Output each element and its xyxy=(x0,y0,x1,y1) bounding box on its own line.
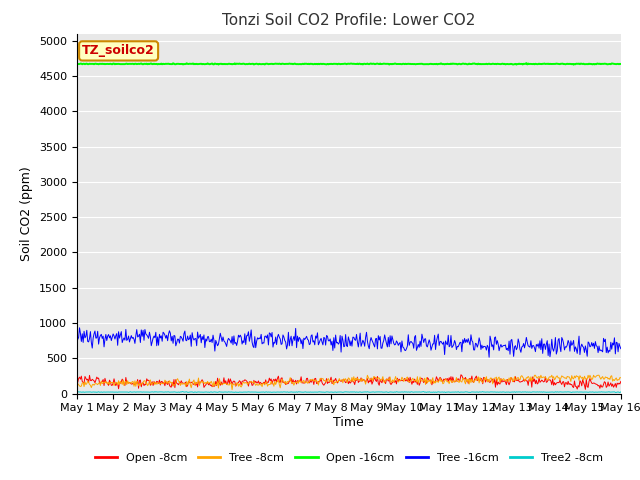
Legend: Open -8cm, Tree -8cm, Open -16cm, Tree -16cm, Tree2 -8cm: Open -8cm, Tree -8cm, Open -16cm, Tree -… xyxy=(90,448,607,467)
Line: Tree -8cm: Tree -8cm xyxy=(77,375,621,390)
Tree2 -8cm xyxy=(73,389,81,395)
Open -8cm xyxy=(457,372,465,378)
Title: Tonzi Soil CO2 Profile: Lower CO2: Tonzi Soil CO2 Profile: Lower CO2 xyxy=(222,13,476,28)
Tree2 -8cm xyxy=(394,389,402,395)
Tree2 -8cm xyxy=(214,389,221,395)
Open -8cm xyxy=(394,375,401,381)
Open -8cm xyxy=(213,383,221,388)
Tree -8cm xyxy=(228,387,236,393)
Tree -16cm xyxy=(214,343,221,348)
Y-axis label: Soil CO2 (ppm): Soil CO2 (ppm) xyxy=(20,166,33,261)
Tree -8cm xyxy=(320,378,328,384)
Tree -16cm xyxy=(483,342,491,348)
Open -16cm xyxy=(483,61,490,67)
Open -8cm xyxy=(169,383,177,389)
Open -16cm xyxy=(394,61,401,67)
Tree -16cm xyxy=(617,346,625,351)
Open -16cm xyxy=(522,60,530,66)
Tree -16cm xyxy=(76,325,83,331)
Open -16cm xyxy=(319,61,327,67)
Tree -16cm xyxy=(394,342,402,348)
Tree2 -8cm xyxy=(616,390,624,396)
Tree2 -8cm xyxy=(617,389,625,395)
Tree -8cm xyxy=(617,375,625,381)
Line: Open -8cm: Open -8cm xyxy=(77,375,621,389)
Tree -8cm xyxy=(364,372,371,378)
Open -8cm xyxy=(73,376,81,382)
Open -16cm xyxy=(570,62,577,68)
Open -16cm xyxy=(213,61,221,67)
Tree -16cm xyxy=(485,354,493,360)
Open -8cm xyxy=(319,381,327,387)
Tree -16cm xyxy=(73,341,81,347)
Line: Tree -16cm: Tree -16cm xyxy=(77,328,621,357)
Tree -8cm xyxy=(213,382,221,388)
Open -8cm xyxy=(483,377,491,383)
Tree -8cm xyxy=(484,376,492,382)
Open -8cm xyxy=(582,386,589,392)
Open -8cm xyxy=(617,379,625,384)
Tree2 -8cm xyxy=(179,389,186,395)
Open -16cm xyxy=(436,61,444,67)
Tree -8cm xyxy=(73,377,81,383)
Open -16cm xyxy=(617,61,625,67)
Text: TZ_soilco2: TZ_soilco2 xyxy=(82,44,155,58)
Tree -16cm xyxy=(320,335,328,340)
Tree -8cm xyxy=(396,378,403,384)
Line: Tree2 -8cm: Tree2 -8cm xyxy=(77,392,621,393)
Tree2 -8cm xyxy=(320,389,328,395)
Open -16cm xyxy=(169,60,177,66)
Tree -8cm xyxy=(438,377,445,383)
Tree -16cm xyxy=(170,333,178,338)
Tree2 -8cm xyxy=(169,389,177,395)
Tree2 -8cm xyxy=(437,389,445,395)
Tree -8cm xyxy=(169,383,177,389)
Line: Open -16cm: Open -16cm xyxy=(77,63,621,65)
Open -16cm xyxy=(73,61,81,67)
Open -8cm xyxy=(436,374,444,380)
Tree2 -8cm xyxy=(483,389,491,395)
Tree -16cm xyxy=(437,338,445,344)
X-axis label: Time: Time xyxy=(333,416,364,429)
